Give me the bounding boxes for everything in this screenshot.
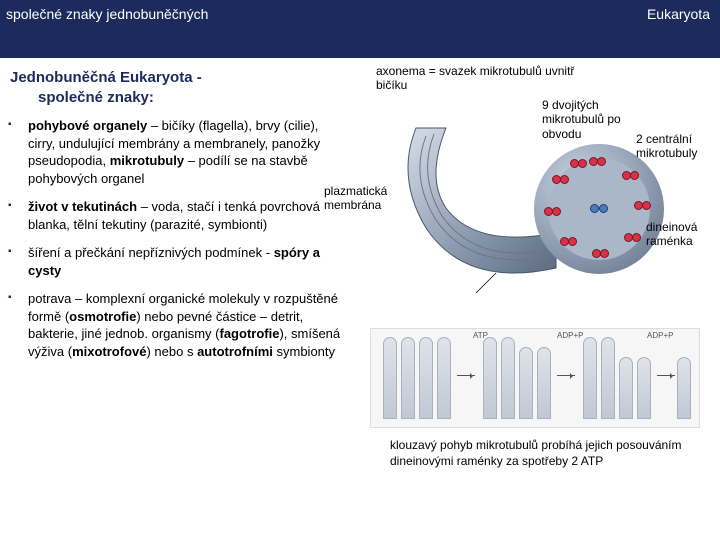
- b3-pre: šíření a přečkání nepříznivých podmínek …: [28, 245, 274, 260]
- mt-pair: [552, 174, 570, 186]
- atp-label-2: ADP+P: [557, 331, 583, 340]
- b2-bold: život v tekutinách: [28, 199, 137, 214]
- header-left: společné znaky jednobuněčných: [6, 6, 208, 22]
- annot-two: 2 centrální mikrotubuly: [636, 132, 720, 161]
- content-area: Jednobuněčná Eukaryota - společné znaky:…: [0, 58, 720, 378]
- center-pair: [590, 202, 608, 216]
- b1-bold2: mikrotubuly: [110, 153, 184, 168]
- subtitle-line2: společné znaky:: [10, 89, 154, 106]
- atp-col: [537, 347, 551, 419]
- cross-section: [534, 144, 664, 274]
- atp-col: [637, 357, 651, 419]
- atp-col: [401, 337, 415, 419]
- mt-pair: [622, 170, 640, 182]
- slide-header: společné znaky jednobuněčných Eukaryota: [0, 0, 720, 58]
- bullet-1: pohybové organely – bičíky (flagella), b…: [8, 117, 346, 187]
- atp-col: [437, 337, 451, 419]
- right-column: axonema = svazek mikrotubulů uvnitř bičí…: [346, 68, 714, 372]
- b4-d: fagotrofie: [220, 326, 280, 341]
- annot-dinein: dineinová raménka: [646, 220, 720, 249]
- mt-pair: [544, 206, 562, 218]
- atp-col: [619, 357, 633, 419]
- atp-col: [677, 357, 691, 419]
- subtitle-line1: Jednobuněčná Eukaryota -: [10, 69, 202, 86]
- atp-diagram: ATP ADP+P ADP+P: [370, 328, 700, 428]
- b4-i: symbionty: [273, 344, 335, 359]
- b4-h: autotrofními: [197, 344, 273, 359]
- atp-caption: klouzavý pohyb mikrotubulů probíhá jejic…: [390, 438, 700, 469]
- bullet-list: pohybové organely – bičíky (flagella), b…: [6, 117, 346, 361]
- mt-pair: [592, 248, 610, 260]
- mt-pair: [560, 236, 578, 248]
- bullet-3: šíření a přečkání nepříznivých podmínek …: [8, 244, 346, 279]
- annot-axonema: axonema = svazek mikrotubulů uvnitř bičí…: [376, 64, 596, 93]
- mt-pair: [570, 158, 588, 170]
- atp-col: [601, 337, 615, 419]
- bullet-2: život v tekutinách – voda, stačí i tenká…: [8, 198, 346, 233]
- b4-g: ) nebo s: [146, 344, 197, 359]
- left-column: Jednobuněčná Eukaryota - společné znaky:…: [6, 68, 346, 372]
- mt-pair: [634, 200, 652, 212]
- header-right: Eukaryota: [647, 6, 710, 22]
- b4-b: osmotrofie: [69, 309, 136, 324]
- subtitle: Jednobuněčná Eukaryota - společné znaky:: [6, 68, 346, 107]
- b1-bold1: pohybové organely: [28, 118, 147, 133]
- arrow-icon: [457, 375, 475, 376]
- atp-col: [383, 337, 397, 419]
- atp-col: [519, 347, 533, 419]
- atp-col: [501, 337, 515, 419]
- atp-col: [419, 337, 433, 419]
- bullet-4: potrava – komplexní organické molekuly v…: [8, 290, 346, 360]
- arrow-icon: [657, 375, 675, 376]
- atp-label-3: ADP+P: [647, 331, 673, 340]
- annot-nine: 9 dvojitých mikrotubulů po obvodu: [542, 98, 632, 141]
- b4-f: mixotrofové: [72, 344, 146, 359]
- arrow-icon: [557, 375, 575, 376]
- mt-pair: [589, 156, 607, 168]
- mt-pair: [624, 232, 642, 244]
- annot-plasma: plazmatická membrána: [324, 184, 404, 213]
- atp-col: [583, 337, 597, 419]
- atp-col: [483, 337, 497, 419]
